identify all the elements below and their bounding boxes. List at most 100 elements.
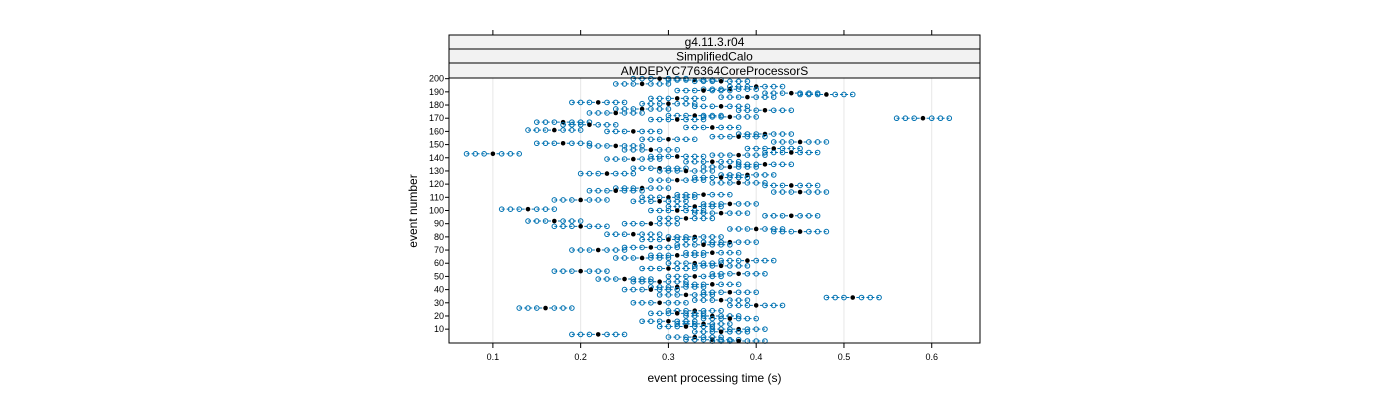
run-point [516, 305, 523, 311]
median-point [797, 229, 803, 234]
median-point [560, 140, 566, 146]
median-point [710, 282, 715, 287]
run-point [683, 153, 689, 160]
run-point [744, 133, 751, 140]
run-point [586, 110, 593, 116]
run-point [779, 131, 786, 137]
run-point [779, 189, 786, 195]
run-point [753, 131, 759, 137]
y-tick-label: 60 [434, 258, 444, 268]
run-point [665, 278, 672, 285]
run-point [595, 276, 602, 282]
run-point [551, 119, 558, 125]
run-point [639, 318, 645, 325]
run-point [595, 110, 602, 116]
median-point [543, 305, 548, 311]
run-point [533, 140, 540, 147]
run-point [700, 164, 707, 170]
run-point [691, 136, 698, 143]
run-point [674, 136, 680, 143]
run-point [727, 191, 733, 198]
run-point [709, 78, 716, 85]
median-point [666, 266, 671, 271]
run-point [770, 107, 777, 114]
median-point [701, 192, 706, 197]
run-point [577, 99, 584, 106]
median-point [674, 117, 680, 122]
median-point [578, 197, 583, 203]
median-point [771, 146, 777, 151]
median-point [718, 104, 724, 109]
run-point [569, 331, 575, 338]
median-point [674, 208, 680, 213]
run-point [691, 323, 698, 330]
run-point [753, 152, 759, 158]
median-point [657, 300, 662, 306]
run-point [648, 128, 654, 135]
run-point [665, 185, 672, 191]
run-point [727, 297, 733, 303]
run-point [797, 91, 803, 98]
median-point [736, 271, 741, 277]
run-point [639, 75, 645, 82]
run-point [762, 326, 768, 332]
run-point [665, 244, 672, 251]
run-point [498, 206, 505, 212]
run-point [604, 143, 610, 149]
run-point [621, 231, 628, 238]
run-point [709, 234, 716, 240]
run-point [533, 127, 540, 133]
run-point [849, 91, 856, 98]
y-tick-label: 70 [434, 245, 444, 255]
run-point [683, 95, 689, 102]
run-point [727, 124, 733, 131]
run-point [639, 147, 645, 153]
median-point [683, 292, 689, 298]
run-point [569, 122, 575, 128]
run-point [744, 145, 751, 152]
run-point [744, 164, 751, 170]
run-point [586, 247, 593, 253]
run-point [674, 236, 680, 243]
run-point [691, 153, 698, 160]
run-point [700, 315, 707, 322]
run-point [656, 116, 663, 123]
run-point [770, 149, 777, 156]
run-point [533, 206, 540, 212]
run-point [656, 292, 663, 298]
x-tick-label: 0.5 [838, 352, 851, 362]
run-point [744, 302, 751, 309]
median-point [797, 189, 803, 195]
run-point [718, 307, 724, 314]
median-point [648, 245, 654, 250]
y-tick-label: 100 [429, 206, 444, 216]
run-point [788, 139, 795, 145]
run-point [551, 305, 558, 311]
run-point [595, 223, 602, 230]
run-point [648, 116, 654, 123]
run-point [779, 228, 786, 235]
run-point [665, 203, 672, 210]
run-point [744, 103, 751, 110]
run-point [753, 180, 759, 186]
run-point [700, 215, 707, 222]
run-point [727, 210, 733, 216]
x-tick-label: 0.2 [574, 352, 587, 362]
run-point [533, 119, 540, 125]
run-point [770, 161, 777, 168]
run-point [665, 255, 672, 261]
run-point [665, 147, 672, 153]
run-point [744, 161, 751, 168]
run-point [648, 265, 654, 272]
run-point [463, 151, 470, 157]
run-point [665, 116, 672, 123]
run-point [727, 87, 733, 94]
run-point [744, 263, 751, 269]
run-point [709, 307, 716, 314]
run-point [691, 215, 698, 222]
run-point [823, 228, 830, 235]
median-point [552, 127, 557, 133]
run-point [665, 95, 672, 102]
run-point [542, 140, 549, 147]
run-point [683, 198, 689, 205]
